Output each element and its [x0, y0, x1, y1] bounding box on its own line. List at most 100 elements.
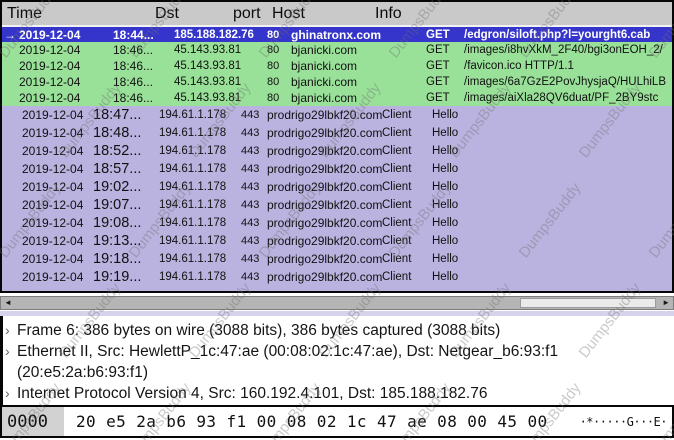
cell-date: 2019-12-04	[22, 108, 84, 122]
cell-info-method: Client	[382, 199, 412, 211]
cell-info-detail: /favicon.ico HTTP/1.1	[464, 60, 574, 72]
expand-chevron-icon[interactable]: ›	[5, 343, 10, 359]
cell-port: 80	[267, 60, 280, 72]
packet-row[interactable]: 2019-12-04 18:46... 45.143.93.81 80 bjanicki…	[2, 42, 672, 58]
expand-chevron-icon[interactable]: ›	[5, 322, 10, 338]
cell-time: 19:02...	[93, 179, 142, 195]
cell-time: 18:48...	[93, 125, 142, 141]
cell-info-detail: Hello	[432, 145, 459, 157]
cell-date: 2019-12-04	[22, 198, 84, 212]
cell-date: 2019-12-04	[22, 144, 84, 158]
cell-dst: 194.61.1.178	[159, 109, 227, 121]
cell-port: 80	[267, 92, 280, 104]
packet-row[interactable]: 2019-12-04 18:46... 45.143.93.81 80 bjanicki…	[2, 74, 672, 90]
packet-row[interactable]: 2019-12-04 19:08... 194.61.1.178 443 prodrig…	[2, 214, 672, 232]
cell-dst: 194.61.1.178	[159, 145, 227, 157]
hex-bytes[interactable]: 20 e5 2a b6 93 f1 00 08 02 1c 47 ae 08 0…	[76, 412, 548, 431]
column-header-info[interactable]: Info	[375, 4, 402, 22]
hex-ascii: ·*·····G···E·	[572, 414, 668, 429]
cell-dst: 194.61.1.178	[159, 127, 227, 139]
packet-row[interactable]: 2019-12-04 19:18... 194.61.1.178 443 prodrig…	[2, 250, 672, 268]
column-header-port[interactable]: port	[233, 4, 261, 22]
cell-date: 2019-12-04	[22, 126, 84, 140]
horizontal-scrollbar[interactable]: ◄ ►	[0, 296, 674, 310]
packet-row[interactable]: 2019-12-04 19:19... 194.61.1.178 443 prodrig…	[2, 268, 672, 286]
packet-row[interactable]: 2019-12-04 18:47... 194.61.1.178 443 prodrig…	[2, 106, 672, 124]
cell-info-method: Client	[382, 253, 412, 265]
cell-time: 19:08...	[93, 215, 142, 231]
cell-info-method: Client	[382, 217, 412, 229]
cell-port: 443	[241, 145, 260, 157]
cell-info-method: GET	[426, 92, 450, 104]
detail-ip-text: Internet Protocol Version 4, Src: 160.19…	[17, 385, 488, 402]
packet-row[interactable]: 2019-12-04 19:13... 194.61.1.178 443 prodrig…	[2, 232, 672, 250]
cell-host: bjanicki.com	[291, 91, 358, 105]
cell-info-method: Client	[382, 109, 412, 121]
cell-dst: 194.61.1.178	[159, 181, 227, 193]
cell-info-detail: Hello	[432, 217, 459, 229]
cell-info-detail: Hello	[432, 199, 459, 211]
packet-row[interactable]: → 2019-12-04 18:44... 185.188.182.76 80 ghina…	[2, 27, 672, 42]
cell-dst: 45.143.93.81	[174, 92, 242, 104]
scrollbar-right-arrow-icon[interactable]: ►	[662, 298, 670, 307]
cell-time: 19:18...	[93, 251, 142, 267]
cell-dst: 45.143.93.81	[174, 44, 242, 56]
cell-dst: 194.61.1.178	[159, 235, 227, 247]
packet-row[interactable]: 2019-12-04 18:46... 45.143.93.81 80 bjanicki…	[2, 58, 672, 74]
cell-time: 18:46...	[113, 91, 154, 105]
packet-row[interactable]: 2019-12-04 19:07... 194.61.1.178 443 prodrig…	[2, 196, 672, 214]
cell-host: bjanicki.com	[291, 43, 358, 57]
cell-host: prodrigo29lbkf20.com	[267, 234, 383, 248]
cell-time: 18:46...	[113, 75, 154, 89]
cell-date: 2019-12-04	[19, 43, 81, 57]
cell-port: 80	[267, 76, 280, 88]
cell-port: 443	[241, 253, 260, 265]
cell-time: 18:46...	[113, 59, 154, 73]
column-header-dst[interactable]: Dst	[155, 4, 179, 22]
detail-ip-line[interactable]: › Internet Protocol Version 4, Src: 160.…	[5, 383, 668, 404]
cell-port: 80	[267, 28, 280, 41]
cell-port: 443	[241, 217, 260, 229]
cell-time: 18:52...	[93, 143, 142, 159]
cell-dst: 45.143.93.81	[174, 60, 242, 72]
cell-port: 443	[241, 181, 260, 193]
cell-time: 18:47...	[93, 107, 142, 123]
cell-info-detail: Hello	[432, 109, 459, 121]
cell-time: 18:46...	[113, 43, 154, 57]
column-header-time[interactable]: Time	[7, 4, 42, 22]
cell-dst: 194.61.1.178	[159, 253, 227, 265]
panel-divider	[0, 311, 674, 316]
cell-date: 2019-12-04	[22, 252, 84, 266]
cell-info-method: Client	[382, 181, 412, 193]
cell-host: prodrigo29lbkf20.com	[267, 180, 383, 194]
packet-row[interactable]: 2019-12-04 18:46... 45.143.93.81 80 bjanicki…	[2, 90, 672, 106]
detail-ethernet-line[interactable]: › Ethernet II, Src: HewlettP_1c:47:ae (0…	[5, 341, 668, 383]
cell-host: prodrigo29lbkf20.com	[267, 198, 383, 212]
cell-dst: 185.188.182.76	[174, 28, 254, 41]
detail-frame-line[interactable]: › Frame 6: 386 bytes on wire (3088 bits)…	[5, 320, 668, 341]
cell-port: 443	[241, 199, 260, 211]
scrollbar-thumb[interactable]	[520, 298, 656, 308]
cell-time: 19:19...	[93, 269, 142, 285]
hex-dump-row[interactable]: 0000 20 e5 2a b6 93 f1 00 08 02 1c 47 ae…	[0, 405, 674, 438]
cell-host: prodrigo29lbkf20.com	[267, 162, 383, 176]
column-header-host[interactable]: Host	[272, 4, 305, 22]
packet-row[interactable]: 2019-12-04 18:52... 194.61.1.178 443 prodrig…	[2, 142, 672, 160]
expand-chevron-icon[interactable]: ›	[5, 385, 10, 401]
cell-info-detail: /edgron/siloft.php?l=yourght6.cab	[464, 28, 651, 41]
packet-row[interactable]: 2019-12-04 18:48... 194.61.1.178 443 prodrig…	[2, 124, 672, 142]
cell-dst: 45.143.93.81	[174, 76, 242, 88]
cell-dst: 194.61.1.178	[159, 199, 227, 211]
scrollbar-left-arrow-icon[interactable]: ◄	[4, 298, 12, 307]
cell-host: prodrigo29lbkf20.com	[267, 270, 383, 284]
cell-date: 2019-12-04	[19, 75, 81, 89]
packet-row[interactable]: 2019-12-04 18:57... 194.61.1.178 443 prodrig…	[2, 160, 672, 178]
packet-details-panel: › Frame 6: 386 bytes on wire (3088 bits)…	[0, 316, 674, 405]
cell-port: 80	[267, 44, 280, 56]
cell-date: 2019-12-04	[22, 216, 84, 230]
cell-info-detail: Hello	[432, 235, 459, 247]
packet-row[interactable]: 2019-12-04 19:02... 194.61.1.178 443 prodrig…	[2, 178, 672, 196]
cell-info-detail: /images/6a7GzE2PovJhysjaQ/HULhiLB	[464, 76, 666, 88]
cell-dst: 194.61.1.178	[159, 217, 227, 229]
